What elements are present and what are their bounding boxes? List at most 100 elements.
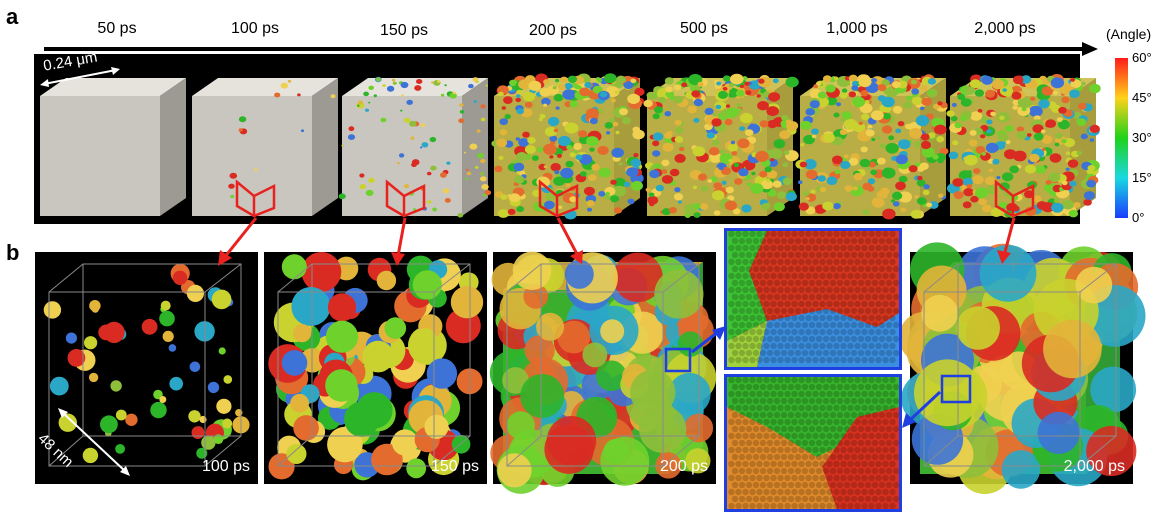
grain [697, 81, 704, 87]
grain [475, 80, 479, 84]
grain [437, 80, 441, 83]
grain [549, 155, 554, 159]
grain [898, 139, 911, 150]
grain [446, 161, 451, 165]
grain-region [757, 309, 899, 367]
grain [952, 178, 964, 187]
grain [564, 122, 579, 134]
grain [811, 134, 817, 139]
grain [553, 93, 564, 102]
grain [725, 186, 734, 194]
grain [881, 96, 895, 108]
grain [1028, 105, 1043, 117]
grain [365, 189, 374, 196]
grain [960, 115, 968, 122]
grain [591, 163, 600, 171]
grain [693, 117, 700, 123]
grain [1001, 450, 1041, 489]
grain [970, 195, 979, 203]
grain [606, 87, 614, 94]
grain [325, 369, 358, 402]
grain [902, 101, 913, 109]
grain [800, 143, 805, 147]
grain [805, 169, 818, 180]
grain-region [822, 407, 899, 509]
grain [710, 176, 718, 182]
grain [962, 177, 974, 186]
grain [229, 172, 238, 179]
grain [515, 137, 520, 141]
inset-150ps: 150 ps [264, 252, 487, 484]
grain [1083, 191, 1095, 200]
grain [630, 158, 642, 168]
grain [84, 336, 98, 350]
grain [1026, 133, 1032, 137]
grain [997, 132, 1009, 142]
grain [254, 168, 258, 172]
grain [718, 90, 728, 99]
grain [555, 78, 560, 83]
grain [825, 84, 836, 93]
grain [1090, 366, 1137, 413]
grain [1016, 126, 1025, 133]
grain [810, 189, 816, 195]
grain [687, 105, 697, 114]
grain [49, 376, 69, 396]
grain [974, 89, 985, 97]
grain [281, 254, 307, 280]
grain [368, 85, 375, 90]
grain [658, 96, 666, 104]
grain [730, 140, 736, 145]
grain [496, 138, 508, 148]
grain [692, 185, 698, 190]
grain [286, 443, 307, 464]
grain [895, 128, 902, 134]
grain [557, 153, 562, 158]
grain [444, 198, 451, 203]
grain [499, 129, 508, 136]
grain [673, 193, 684, 201]
grain [1004, 125, 1014, 132]
grain [1004, 210, 1013, 218]
wireframe [277, 263, 471, 467]
grain [738, 168, 749, 177]
grain [839, 92, 848, 99]
grain [368, 101, 371, 104]
grain [450, 286, 484, 319]
grain [499, 118, 509, 126]
grain [921, 294, 959, 332]
grain [406, 99, 414, 105]
grain [852, 186, 858, 191]
grain-render-200ps [489, 251, 717, 494]
grain [999, 182, 1010, 191]
grain [476, 129, 481, 133]
grain [523, 284, 549, 309]
grain [853, 172, 863, 181]
grain [338, 193, 346, 200]
grain [871, 110, 884, 121]
grain [587, 207, 592, 212]
grain [592, 85, 603, 94]
grain [655, 452, 682, 479]
grain [481, 184, 489, 190]
grain [1070, 77, 1075, 82]
grain [674, 136, 684, 143]
grain [746, 182, 752, 187]
grain [603, 438, 629, 465]
grain [503, 96, 513, 104]
grain [466, 171, 472, 176]
grain [897, 80, 908, 89]
grain [730, 73, 744, 85]
grain [403, 117, 411, 123]
grain [665, 90, 675, 98]
grain [501, 106, 506, 110]
grain [616, 75, 626, 84]
grain [986, 119, 993, 125]
grain [881, 167, 896, 179]
grain [960, 98, 972, 107]
grain [606, 131, 611, 135]
grain [344, 401, 380, 437]
grain [1052, 90, 1058, 95]
grain [917, 175, 923, 181]
grain [516, 89, 523, 95]
